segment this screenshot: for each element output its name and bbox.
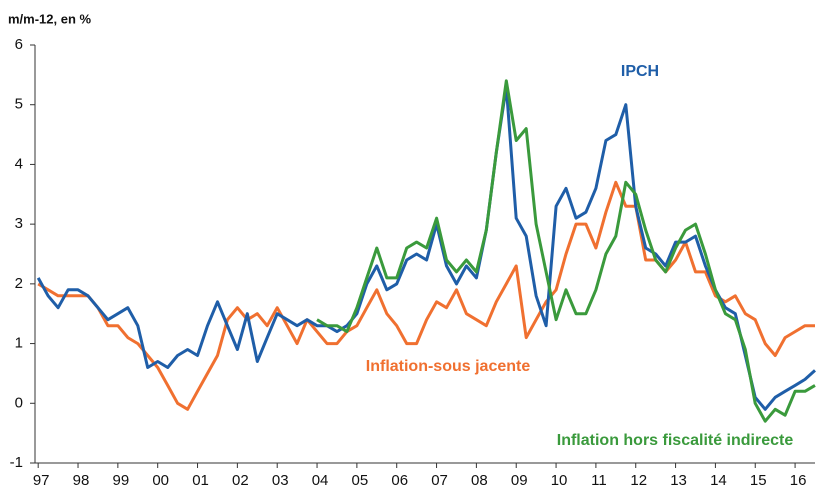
x-tick-label: 16 xyxy=(790,472,807,489)
x-tick-label: 97 xyxy=(33,472,50,489)
y-tick-label: 4 xyxy=(15,155,23,172)
x-tick-label: 98 xyxy=(73,472,90,489)
y-tick-label: 1 xyxy=(15,335,23,352)
y-tick-label: 5 xyxy=(15,96,23,113)
x-tick-label: 99 xyxy=(113,472,130,489)
x-tick-label: 11 xyxy=(591,472,607,489)
x-tick-label: 04 xyxy=(312,472,329,489)
x-tick-label: 07 xyxy=(431,472,448,489)
x-tick-label: 13 xyxy=(670,472,687,489)
x-tick-label: 01 xyxy=(192,472,209,489)
y-tick-label: 3 xyxy=(15,215,23,232)
y-tick-label: 6 xyxy=(15,36,23,53)
x-tick-label: 09 xyxy=(511,472,528,489)
legend-label: Inflation hors fiscalité indirecte xyxy=(557,432,794,449)
legend-label: IPCH xyxy=(621,63,659,80)
x-tick-label: 12 xyxy=(630,472,647,489)
series-line xyxy=(37,180,815,411)
x-tick-label: 05 xyxy=(352,472,369,489)
legend-label: Inflation-sous jacente xyxy=(366,358,531,375)
x-tick-label: 06 xyxy=(391,472,408,489)
y-tick-label: 0 xyxy=(15,394,23,411)
y-axis-label: m/m-12, en % xyxy=(8,11,92,26)
series-line xyxy=(36,85,817,411)
x-tick-label: 15 xyxy=(750,472,767,489)
x-tick-label: 14 xyxy=(710,472,727,489)
x-tick-label: 02 xyxy=(232,472,249,489)
y-tick-label: 2 xyxy=(15,275,23,292)
x-tick-label: 10 xyxy=(551,472,568,489)
series-line xyxy=(316,79,816,423)
x-tick-label: 08 xyxy=(471,472,488,489)
x-tick-label: 00 xyxy=(152,472,169,489)
y-tick-label: -1 xyxy=(10,454,23,471)
x-tick-label: 03 xyxy=(272,472,289,489)
